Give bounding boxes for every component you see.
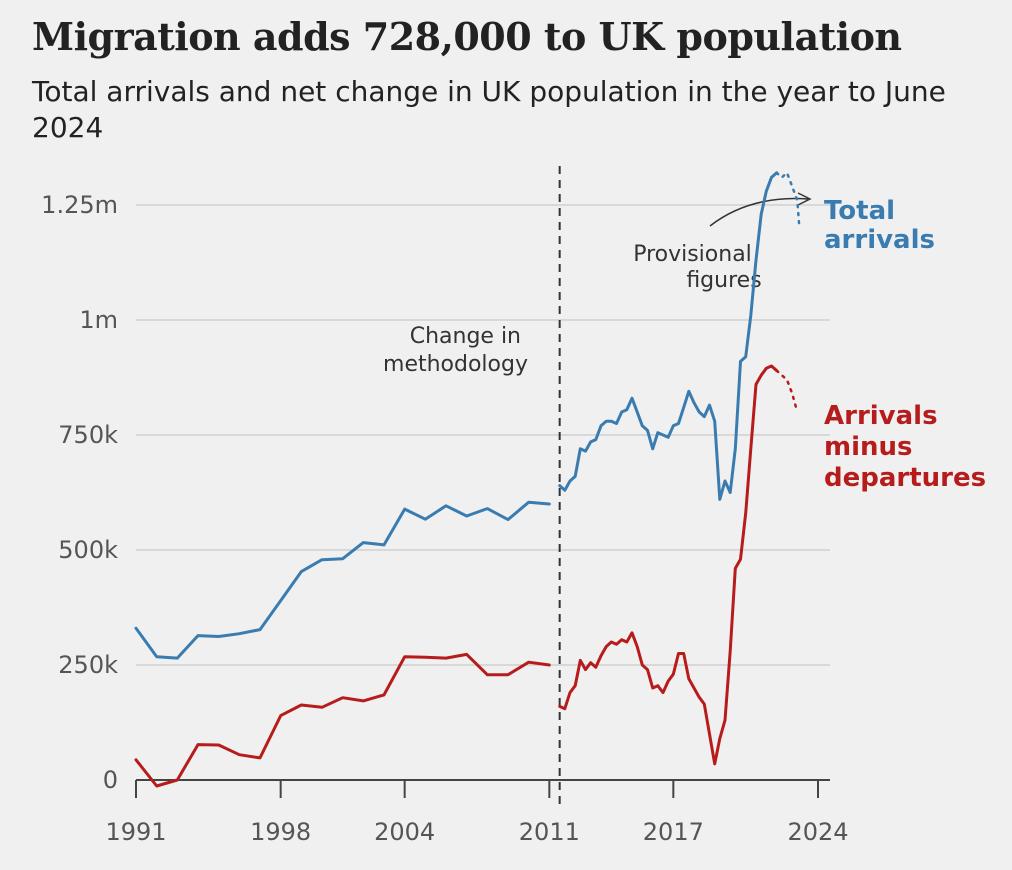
methodology-annotation: Change in methodology [383,324,528,377]
label-arrivals-minus-departures: Arrivals minus departures [824,401,986,493]
methodology-annotation-line-2: methodology [383,352,528,377]
y-axis-tick-labels: 0 250k 500k 750k 1m 1.25m [41,191,118,794]
y-tick-label: 500k [58,536,118,564]
provisional-annotation-line-1: Provisional [633,242,752,267]
label-total-arrivals: Total arrivals [824,196,935,255]
series-line [558,364,779,766]
x-tick-label: 2011 [519,818,580,846]
label-net-line-3: departures [824,463,986,493]
label-total-arrivals-line-2: arrivals [824,225,935,255]
y-tick-label: 1.25m [41,191,118,219]
x-tick-label: 1991 [105,818,166,846]
x-tick-label: 2004 [374,818,435,846]
provisional-arrowhead [797,192,812,206]
series-lines [134,171,801,788]
chart-subtitle: Total arrivals and net change in UK popu… [32,75,946,144]
label-net-line-1: Arrivals [824,401,938,431]
x-tick-label: 2024 [787,818,848,846]
series-line [775,171,801,230]
series-line [134,652,551,788]
label-total-arrivals-line-1: Total [824,196,895,226]
x-tick-label: 1998 [250,818,311,846]
series-line [134,500,551,660]
label-net-line-2: minus [824,432,913,462]
provisional-annotation: Provisional figures [633,242,761,293]
series-line [775,369,799,414]
methodology-annotation-line-1: Change in [410,324,521,349]
y-tick-label: 750k [58,421,118,449]
x-axis: 1991 1998 2004 2011 2017 2024 [105,780,849,846]
provisional-annotation-line-2: figures [686,268,761,293]
x-tick-label: 2017 [643,818,704,846]
y-tick-label: 250k [58,651,118,679]
y-tick-label: 1m [79,306,118,334]
chart-title: Migration adds 728,000 to UK population [32,14,902,59]
y-tick-label: 0 [103,766,118,794]
series-line [558,171,779,501]
